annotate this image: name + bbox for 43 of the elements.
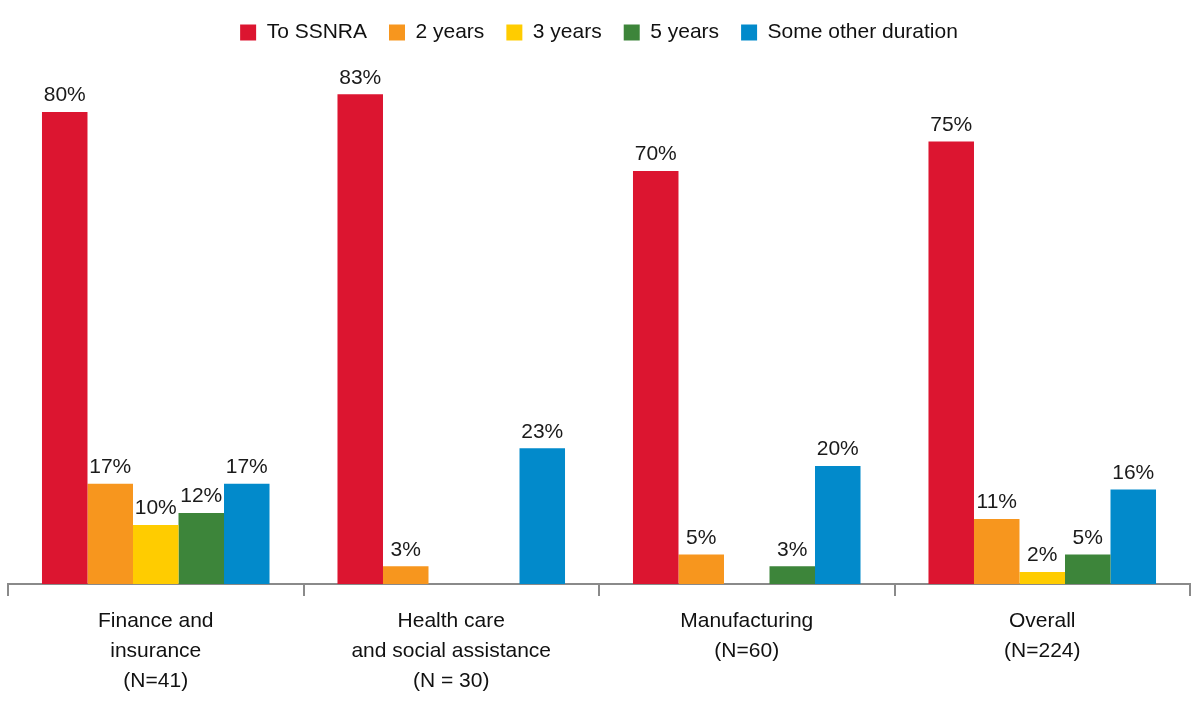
data-label: 2% <box>1027 542 1058 566</box>
bar <box>1110 489 1157 584</box>
legend-label: To SSNRA <box>266 19 367 43</box>
data-label: 83% <box>339 64 382 88</box>
x-tick-label: Overall (N=224) <box>1004 607 1081 661</box>
bar <box>224 483 270 584</box>
data-label: 10% <box>134 495 177 519</box>
data-label: 75% <box>930 111 973 135</box>
data-label: 3% <box>390 536 421 560</box>
bar <box>87 483 133 584</box>
bar <box>337 94 383 584</box>
data-label: 17% <box>225 453 268 477</box>
bar <box>1065 554 1111 584</box>
bar <box>1019 572 1065 584</box>
data-label: 5% <box>686 524 717 548</box>
data-label: 16% <box>1112 459 1155 483</box>
data-label: 3% <box>777 536 808 560</box>
bar <box>41 111 88 584</box>
bar <box>769 566 816 584</box>
bar <box>928 141 974 584</box>
bar <box>382 566 429 584</box>
legend-label: 5 years <box>650 19 720 43</box>
x-tick-label: Health care and social assistance (N = 30) <box>351 607 552 691</box>
legend-label: Some other duration <box>767 19 958 43</box>
bar <box>973 519 1020 584</box>
data-label: 11% <box>976 489 1017 513</box>
legend-label: 3 years <box>532 19 602 43</box>
bar <box>632 170 679 584</box>
bar <box>815 465 861 584</box>
x-tick-label: Manufacturing (N=60) <box>680 607 814 661</box>
data-label: 17% <box>89 453 132 477</box>
bar <box>519 448 566 584</box>
data-label: 80% <box>43 82 86 106</box>
data-label: 12% <box>180 483 223 507</box>
bar <box>133 524 179 584</box>
data-label: 70% <box>634 141 677 165</box>
bar <box>678 554 724 584</box>
bar <box>178 513 225 584</box>
data-label: 20% <box>816 436 859 460</box>
x-tick-label: Finance and insurance (N=41) <box>97 607 214 691</box>
data-label: 5% <box>1072 524 1103 548</box>
data-label: 23% <box>521 418 564 442</box>
legend-label: 2 years <box>415 19 485 43</box>
